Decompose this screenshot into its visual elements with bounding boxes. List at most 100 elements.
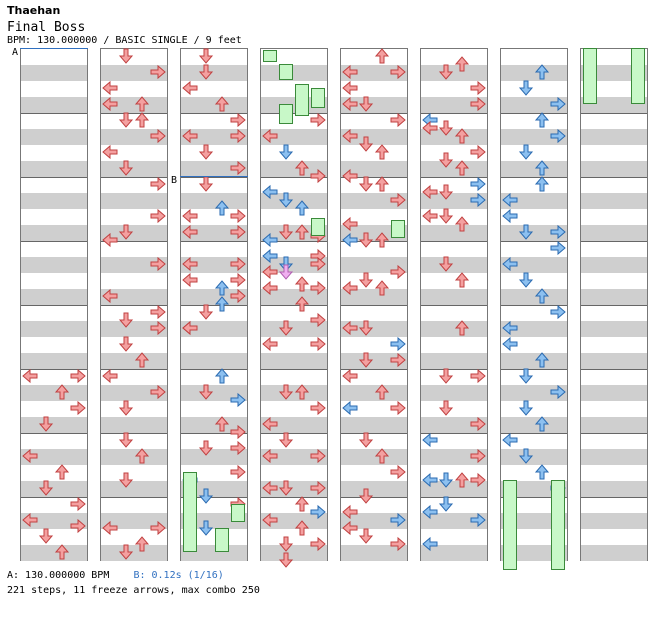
step-arrow-right-icon: [470, 192, 486, 208]
beat-band: [181, 353, 247, 369]
step-arrow-left-icon: [342, 64, 358, 80]
beat-band: [421, 321, 487, 337]
step-arrow-right-icon: [310, 168, 326, 184]
freeze-arrow: [631, 48, 645, 104]
step-arrow-up-icon: [134, 96, 150, 112]
beat-band: [261, 257, 327, 273]
beat-band: [501, 449, 567, 465]
step-arrow-right-icon: [310, 256, 326, 272]
step-arrow-left-icon: [502, 208, 518, 224]
measure-line: [421, 369, 487, 370]
step-arrow-down-icon: [278, 224, 294, 240]
step-arrow-left-icon: [262, 248, 278, 264]
beat-band: [501, 353, 567, 369]
step-arrow-right-icon: [470, 512, 486, 528]
beat-band: [181, 65, 247, 81]
freeze-arrow: [215, 528, 229, 552]
measure-line: [261, 433, 327, 434]
step-arrow-down-icon: [518, 448, 534, 464]
beat-band: [501, 289, 567, 305]
beat-band: [181, 513, 247, 529]
measure-line: [101, 113, 167, 114]
beat-band: [21, 65, 87, 81]
step-arrow-right-icon: [310, 400, 326, 416]
beat-band: [421, 257, 487, 273]
step-arrow-down-icon: [438, 152, 454, 168]
beat-band: [341, 65, 407, 81]
step-arrow-right-icon: [310, 280, 326, 296]
step-arrow-down-icon: [438, 64, 454, 80]
step-arrow-down-icon: [198, 48, 214, 64]
beat-band: [501, 257, 567, 273]
beat-band: [261, 481, 327, 497]
step-arrow-up-icon: [534, 288, 550, 304]
step-arrow-down-icon: [438, 184, 454, 200]
step-arrow-right-icon: [310, 312, 326, 328]
freeze-arrow: [263, 50, 277, 62]
step-arrow-down-icon: [38, 416, 54, 432]
measure-line: [101, 305, 167, 306]
song-title: Final Boss: [7, 20, 86, 35]
beat-band: [341, 129, 407, 145]
step-arrow-right-icon: [310, 448, 326, 464]
freeze-arrow: [311, 218, 325, 236]
beat-band: [421, 225, 487, 241]
measure-line: [501, 369, 567, 370]
chart-column: [260, 48, 328, 561]
step-arrow-left-icon: [22, 448, 38, 464]
beat-band: [501, 417, 567, 433]
step-arrow-up-icon: [134, 536, 150, 552]
measure-line: [421, 433, 487, 434]
step-arrow-down-icon: [118, 432, 134, 448]
measure-line: [581, 113, 647, 114]
step-arrow-left-icon: [342, 400, 358, 416]
step-arrow-right-icon: [390, 536, 406, 552]
step-arrow-up-icon: [134, 112, 150, 128]
beat-band: [341, 289, 407, 305]
beat-band: [581, 257, 647, 273]
beat-band: [501, 321, 567, 337]
step-arrow-left-icon: [422, 472, 438, 488]
step-arrow-left-icon: [102, 96, 118, 112]
step-arrow-left-icon: [22, 368, 38, 384]
beat-band: [341, 417, 407, 433]
beat-band: [21, 385, 87, 401]
beat-band: [421, 385, 487, 401]
step-arrow-up-icon: [54, 544, 70, 560]
step-arrow-up-icon: [534, 464, 550, 480]
step-arrow-up-icon: [374, 48, 390, 64]
beat-band: [21, 161, 87, 177]
beat-band: [421, 481, 487, 497]
step-arrow-right-icon: [310, 480, 326, 496]
step-arrow-right-icon: [230, 224, 246, 240]
beat-band: [421, 449, 487, 465]
step-arrow-right-icon: [230, 256, 246, 272]
measure-line: [581, 369, 647, 370]
step-arrow-left-icon: [422, 112, 438, 128]
step-arrow-left-icon: [422, 120, 438, 136]
beat-band: [21, 289, 87, 305]
beat-band: [261, 97, 327, 113]
beat-band: [101, 449, 167, 465]
step-arrow-right-icon: [310, 504, 326, 520]
step-arrow-right-icon: [230, 392, 246, 408]
beat-band: [421, 161, 487, 177]
step-arrow-left-icon: [342, 520, 358, 536]
step-arrow-left-icon: [502, 336, 518, 352]
step-arrow-right-icon: [150, 304, 166, 320]
freeze-arrow: [583, 48, 597, 104]
measure-line: [341, 241, 407, 242]
step-arrow-right-icon: [390, 112, 406, 128]
beat-band: [341, 385, 407, 401]
step-arrow-up-icon: [294, 384, 310, 400]
step-arrow-left-icon: [182, 320, 198, 336]
beat-band: [581, 65, 647, 81]
step-arrow-left-icon: [262, 128, 278, 144]
step-arrow-down-icon: [358, 352, 374, 368]
step-arrow-up-icon: [534, 64, 550, 80]
measure-line: [421, 241, 487, 242]
step-arrow-right-icon: [390, 192, 406, 208]
beat-band: [341, 97, 407, 113]
stop-legend: B: 0.12s (1/16): [133, 570, 224, 581]
step-arrow-right-icon: [390, 512, 406, 528]
